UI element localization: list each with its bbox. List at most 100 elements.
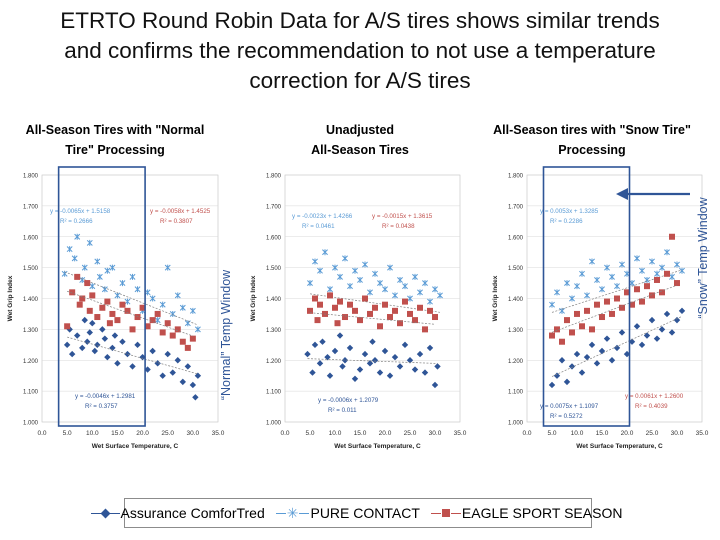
data-point-pure-contact [362,261,368,268]
data-point-eagle [629,301,635,308]
x-tick-label: 5.0 [547,430,556,437]
data-point-pure-contact [79,276,86,283]
data-point-eagle [154,310,161,317]
data-point-pure-contact [584,292,590,299]
data-point-eagle [104,298,111,305]
x-tick-label: 15.0 [354,430,367,437]
data-point-pure-contact [114,292,121,299]
data-point-eagle [184,344,191,351]
data-point-eagle [382,301,388,308]
data-point-eagle [604,298,610,305]
trendline [551,269,683,313]
data-point-eagle [392,307,398,314]
x-marker-icon: ✳ [286,505,299,521]
data-point-assurance [324,353,331,361]
data-point-eagle [574,310,580,317]
y-tick-label: 1.000 [266,421,282,427]
data-point-assurance [68,350,76,358]
data-point-assurance [311,341,319,349]
data-point-pure-contact [407,295,413,302]
data-point-pure-contact [129,273,136,280]
data-point-pure-contact [159,301,166,308]
slide-title: ETRTO Round Robin Data for A/S tires sho… [0,6,720,96]
data-point-eagle [367,310,373,317]
data-point-pure-contact [594,276,600,283]
data-point-pure-contact [124,298,131,305]
data-point-pure-contact [66,246,73,253]
data-point-assurance [81,316,88,324]
data-point-assurance [558,357,566,364]
data-point-eagle [664,270,670,277]
y-tick-label: 1.300 [23,328,39,334]
x-tick-label: 5.0 [305,430,314,437]
data-point-pure-contact [422,280,428,287]
temp-window-box [542,166,631,427]
data-point-pure-contact [194,326,201,333]
data-point-assurance [309,369,316,376]
trendline [67,290,193,337]
data-point-eagle [659,289,665,296]
data-point-pure-contact [604,264,610,271]
data-point-pure-contact [322,249,328,256]
data-point-assurance [101,335,109,342]
data-point-eagle [594,301,600,308]
data-point-pure-contact [154,317,161,324]
y-axis-label: Wet Grip Index [250,275,257,321]
data-point-pure-contact [81,264,88,271]
y-tick-label: 1.400 [266,297,282,303]
data-point-pure-contact [432,286,438,293]
legend: Assurance ComforTred ✳ PURE CONTACT EAGL… [90,498,622,528]
trendline-equation: y = -0.0058x + 1.4525 [150,208,211,215]
x-tick-label: 5.0 [63,430,72,437]
data-point-eagle [69,289,76,296]
trendline [64,271,199,326]
data-point-pure-contact [327,286,333,293]
data-point-eagle [407,310,413,317]
y-axis-label: Wet Grip Index [492,275,499,321]
y-tick-label: 1.800 [266,174,282,180]
data-point-assurance [119,338,126,345]
data-point-eagle [89,292,96,299]
data-point-pure-contact [174,292,181,299]
data-point-assurance [114,360,121,367]
data-point-assurance [94,341,101,349]
chart-title-line: Tire" Processing [65,143,165,157]
data-point-pure-contact [101,286,108,293]
slide-title-line-1: ETRTO Round Robin Data for A/S tires sho… [60,8,660,33]
trendline-r2: R² = 0.0461 [302,223,335,230]
data-point-eagle [94,314,101,321]
y-tick-label: 1.500 [23,266,39,272]
data-point-assurance [391,353,399,361]
data-point-pure-contact [574,283,580,290]
data-point-pure-contact [372,270,378,277]
y-tick-label: 1.200 [23,359,39,365]
data-point-assurance [154,360,161,367]
data-point-pure-contact [427,298,433,305]
data-point-assurance [653,335,661,342]
data-point-assurance [319,338,326,345]
data-point-eagle [549,332,555,339]
data-point-eagle [609,310,615,317]
data-point-pure-contact [109,264,116,271]
trendline-r2: R² = 0.011 [328,407,357,414]
trendline-r2: R² = 0.2666 [60,218,93,225]
data-point-eagle [417,304,423,311]
data-point-pure-contact [669,273,675,280]
data-point-assurance [668,329,676,336]
data-point-assurance [401,341,409,349]
data-point-assurance [588,341,596,349]
data-point-eagle [564,317,570,324]
chart-title-line: All-Season Tires [311,143,409,157]
data-point-assurance [144,366,151,373]
data-point-eagle [614,295,620,302]
x-axis-label: Wet Surface Temperature, C [334,443,421,450]
x-tick-label: 10.0 [571,430,584,437]
data-point-pure-contact [569,295,575,302]
x-tick-label: 20.0 [136,430,149,437]
data-point-eagle [332,304,338,311]
data-point-eagle [634,286,640,293]
data-point-pure-contact [377,280,383,287]
data-point-pure-contact [149,295,156,302]
data-point-eagle [669,233,675,240]
